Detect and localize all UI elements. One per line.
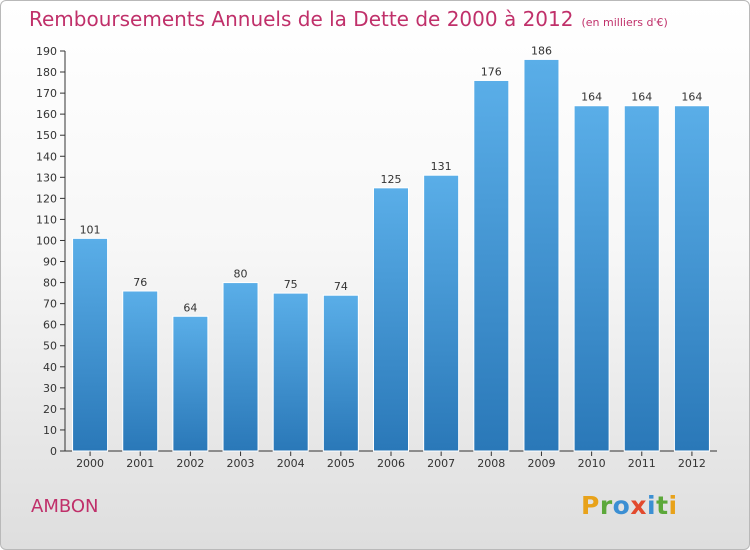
value-label-2008: 176 (481, 65, 502, 78)
y-tick-label: 50 (43, 340, 57, 353)
y-tick-label: 170 (36, 87, 57, 100)
value-label-2001: 76 (133, 276, 147, 289)
logo-letter: P (581, 491, 600, 520)
chart-bars: 101 76 64 80 75 74 125 131 176 186 164 164 164 (72, 44, 710, 452)
y-tick-label: 100 (36, 234, 57, 247)
x-tick-label-2009: 2009 (527, 457, 555, 470)
value-label-2009: 186 (531, 44, 552, 57)
bar-2002 (172, 315, 209, 452)
x-tick-label-2003: 2003 (227, 457, 255, 470)
y-tick-label: 0 (50, 445, 57, 458)
y-tick-label: 110 (36, 213, 57, 226)
value-label-2004: 75 (284, 278, 298, 291)
chart-subtitle: (en milliers d'€) (581, 16, 668, 29)
y-tick-label: 80 (43, 277, 57, 290)
y-tick-label: 30 (43, 382, 57, 395)
x-tick-label-2000: 2000 (76, 457, 104, 470)
logo-letter: i (647, 491, 657, 520)
x-tick-label-2005: 2005 (327, 457, 355, 470)
y-tick-label: 190 (36, 45, 57, 58)
y-tick-label: 70 (43, 298, 57, 311)
y-tick-label: 160 (36, 108, 57, 121)
chart-title-text: Remboursements Annuels de la Dette de 20… (29, 7, 574, 31)
logo-letter: r (599, 491, 613, 520)
town-name: AMBON (31, 496, 99, 517)
y-tick-label: 40 (43, 361, 57, 374)
bar-2010 (573, 105, 610, 452)
y-tick-label: 10 (43, 424, 57, 437)
logo-letter: o (612, 491, 631, 520)
bar-2011 (623, 105, 660, 452)
logo-letter: t (656, 491, 669, 520)
bar-2007 (423, 174, 460, 452)
logo-letter: x (630, 491, 647, 520)
value-label-2007: 131 (431, 160, 452, 173)
bar-2000 (72, 237, 109, 452)
bar-2005 (322, 294, 359, 452)
logo-letter: i (668, 491, 678, 520)
x-tick-label-2002: 2002 (176, 457, 204, 470)
value-label-2006: 125 (381, 173, 402, 186)
bar-2009 (523, 58, 560, 452)
proxiti-logo: Proxiti (581, 491, 678, 520)
x-tick-label-2004: 2004 (277, 457, 305, 470)
chart-axes: 0 10 20 30 40 50 60 70 80 90 100 110 120 130 140 150 160… (36, 45, 717, 470)
x-tick-label-2006: 2006 (377, 457, 405, 470)
bar-2008 (473, 79, 510, 452)
x-tick-label-2010: 2010 (578, 457, 606, 470)
value-label-2000: 101 (80, 223, 101, 236)
bar-2012 (673, 105, 710, 452)
bar-2006 (373, 187, 409, 452)
y-tick-label: 130 (36, 171, 57, 184)
y-tick-label: 180 (36, 66, 57, 79)
x-tick-label-2012: 2012 (678, 457, 706, 470)
y-tick-label: 20 (43, 403, 57, 416)
bar-2001 (122, 290, 159, 452)
value-label-2005: 74 (334, 280, 348, 293)
x-tick-label-2008: 2008 (477, 457, 505, 470)
x-tick-label-2007: 2007 (427, 457, 455, 470)
y-tick-label: 60 (43, 319, 57, 332)
x-tick-label-2011: 2011 (628, 457, 656, 470)
value-label-2010: 164 (581, 91, 602, 104)
y-tick-label: 90 (43, 256, 57, 269)
y-tick-label: 150 (36, 129, 57, 142)
y-tick-label: 120 (36, 192, 57, 205)
bar-2004 (272, 292, 309, 452)
y-tick-label: 140 (36, 150, 57, 163)
chart-title: Remboursements Annuels de la Dette de 20… (29, 7, 668, 31)
value-label-2011: 164 (631, 91, 652, 104)
value-label-2002: 64 (183, 301, 197, 314)
x-tick-label-2001: 2001 (126, 457, 154, 470)
bar-2003 (222, 282, 259, 452)
value-label-2012: 164 (681, 91, 702, 104)
value-label-2003: 80 (234, 268, 248, 281)
